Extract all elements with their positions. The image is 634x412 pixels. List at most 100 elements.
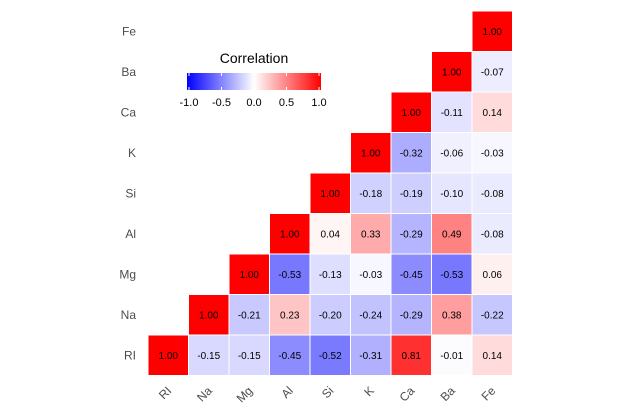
cell-value-label: -0.22 bbox=[481, 310, 504, 321]
y-tick-label: Na bbox=[121, 308, 137, 322]
y-axis-tick-labels: RI Na Mg Al Si K Ca Ba Fe bbox=[119, 24, 136, 362]
heatmap-cell-ri-na bbox=[189, 335, 229, 375]
heatmap-cell-ri-ba bbox=[432, 335, 472, 375]
cell-value-label: -0.01 bbox=[440, 351, 463, 362]
legend-tick-label: -0.5 bbox=[212, 97, 231, 109]
heatmap-cell-na-fe bbox=[472, 295, 512, 335]
cell-value-label: -0.32 bbox=[400, 148, 423, 159]
heatmap-cell-ri-k bbox=[351, 335, 391, 375]
heatmap-cell-al-al bbox=[270, 214, 310, 254]
y-tick-label: K bbox=[128, 146, 136, 160]
y-tick-label: Ba bbox=[121, 65, 136, 79]
cell-value-label: -0.08 bbox=[481, 189, 504, 200]
heatmap-cell-ri-ca bbox=[391, 335, 431, 375]
heatmap-cell-mg-al bbox=[270, 254, 310, 294]
heatmap-cell-na-k bbox=[351, 295, 391, 335]
heatmap-cell-mg-k bbox=[351, 254, 391, 294]
heatmap-cell-si-fe bbox=[472, 173, 512, 213]
cell-value-label: -0.13 bbox=[319, 270, 342, 281]
legend-tick-label: 0.5 bbox=[279, 97, 294, 109]
x-tick-label: K bbox=[361, 384, 377, 400]
heatmap-cells bbox=[148, 11, 512, 375]
cell-value-label: 1.00 bbox=[280, 229, 300, 240]
x-tick-label: Ba bbox=[438, 383, 459, 404]
heatmap-cell-na-ba bbox=[432, 295, 472, 335]
cell-value-label: 1.00 bbox=[321, 189, 341, 200]
y-tick-label: RI bbox=[124, 348, 136, 362]
heatmap-cell-mg-fe bbox=[472, 254, 512, 294]
heatmap-cell-al-ba bbox=[432, 214, 472, 254]
heatmap-cell-k-k bbox=[351, 133, 391, 173]
cell-value-label: -0.10 bbox=[440, 189, 463, 200]
cell-value-label: -0.19 bbox=[400, 189, 423, 200]
heatmap-cell-si-si bbox=[310, 173, 350, 213]
x-tick-label: Al bbox=[278, 384, 295, 401]
x-tick-label: RI bbox=[156, 384, 174, 402]
heatmap-cell-ca-ca bbox=[391, 92, 431, 132]
cell-value-label: -0.29 bbox=[400, 310, 423, 321]
cell-value-label: -0.24 bbox=[359, 310, 382, 321]
cell-value-label: -0.15 bbox=[238, 351, 261, 362]
cell-value-label: -0.03 bbox=[481, 148, 504, 159]
heatmap-cell-ba-ba bbox=[432, 52, 472, 92]
cell-value-label: 0.14 bbox=[483, 351, 503, 362]
heatmap-cell-k-fe bbox=[472, 133, 512, 173]
cell-value-label: 1.00 bbox=[199, 310, 219, 321]
y-tick-label: Al bbox=[125, 227, 136, 241]
legend-tick-label: 1.0 bbox=[311, 97, 326, 109]
heatmap-cell-ca-ba bbox=[432, 92, 472, 132]
heatmap-cell-fe-fe bbox=[472, 11, 512, 51]
cell-value-label: -0.15 bbox=[197, 351, 220, 362]
x-axis-tick-labels: RI Na Mg Al Si K Ca Ba Fe bbox=[156, 383, 499, 405]
cell-value-label: -0.53 bbox=[440, 270, 463, 281]
heatmap-cell-labels: 1.00 -0.15 -0.15 -0.45 -0.52 -0.31 0.81 -0.01 0.… bbox=[159, 27, 505, 362]
heatmap-cell-na-si bbox=[310, 295, 350, 335]
heatmap-cell-si-ca bbox=[391, 173, 431, 213]
x-tick-label: Ca bbox=[397, 383, 418, 404]
heatmap-cell-ri-ri bbox=[148, 335, 188, 375]
cell-value-label: -0.29 bbox=[400, 229, 423, 240]
legend-ticks: -1.0 -0.5 0.0 0.5 1.0 bbox=[180, 73, 327, 109]
cell-value-label: -0.03 bbox=[359, 270, 382, 281]
cell-value-label: 0.81 bbox=[402, 351, 422, 362]
heatmap-cell-al-k bbox=[351, 214, 391, 254]
cell-value-label: -0.45 bbox=[278, 351, 301, 362]
legend-colorbar bbox=[187, 73, 321, 90]
cell-value-label: -0.06 bbox=[440, 148, 463, 159]
cell-value-label: -0.11 bbox=[441, 108, 463, 119]
cell-value-label: -0.21 bbox=[238, 310, 261, 321]
cell-value-label: 1.00 bbox=[159, 351, 179, 362]
heatmap-cell-ca-fe bbox=[472, 92, 512, 132]
x-tick-label: Mg bbox=[234, 384, 256, 406]
heatmap-cell-mg-ca bbox=[391, 254, 431, 294]
heatmap-cell-al-ca bbox=[391, 214, 431, 254]
y-tick-label: Mg bbox=[119, 267, 136, 281]
cell-value-label: -0.52 bbox=[319, 351, 342, 362]
y-tick-label: Si bbox=[125, 186, 136, 200]
heatmap-cell-k-ba bbox=[432, 133, 472, 173]
cell-value-label: 1.00 bbox=[361, 148, 381, 159]
legend-title: Correlation bbox=[220, 50, 288, 66]
cell-value-label: 1.00 bbox=[442, 67, 462, 78]
cell-value-label: -0.18 bbox=[359, 189, 382, 200]
heatmap-cell-si-k bbox=[351, 173, 391, 213]
heatmap-cell-k-ca bbox=[391, 133, 431, 173]
heatmap-cell-ri-mg bbox=[229, 335, 269, 375]
heatmap-cell-al-fe bbox=[472, 214, 512, 254]
cell-value-label: -0.20 bbox=[319, 310, 342, 321]
cell-value-label: 0.49 bbox=[442, 229, 462, 240]
heatmap-cell-ba-fe bbox=[472, 52, 512, 92]
cell-value-label: 0.33 bbox=[361, 229, 381, 240]
heatmap-cell-na-na bbox=[189, 295, 229, 335]
y-tick-label: Ca bbox=[121, 105, 137, 119]
heatmap-cell-mg-mg bbox=[229, 254, 269, 294]
heatmap-cell-mg-si bbox=[310, 254, 350, 294]
legend-tick-label: 0.0 bbox=[246, 97, 261, 109]
cell-value-label: 0.06 bbox=[483, 270, 503, 281]
cell-value-label: -0.08 bbox=[481, 229, 504, 240]
x-tick-label: Fe bbox=[479, 383, 499, 403]
cell-value-label: 1.00 bbox=[240, 270, 260, 281]
cell-value-label: 0.38 bbox=[442, 310, 462, 321]
cell-value-label: 1.00 bbox=[402, 108, 422, 119]
